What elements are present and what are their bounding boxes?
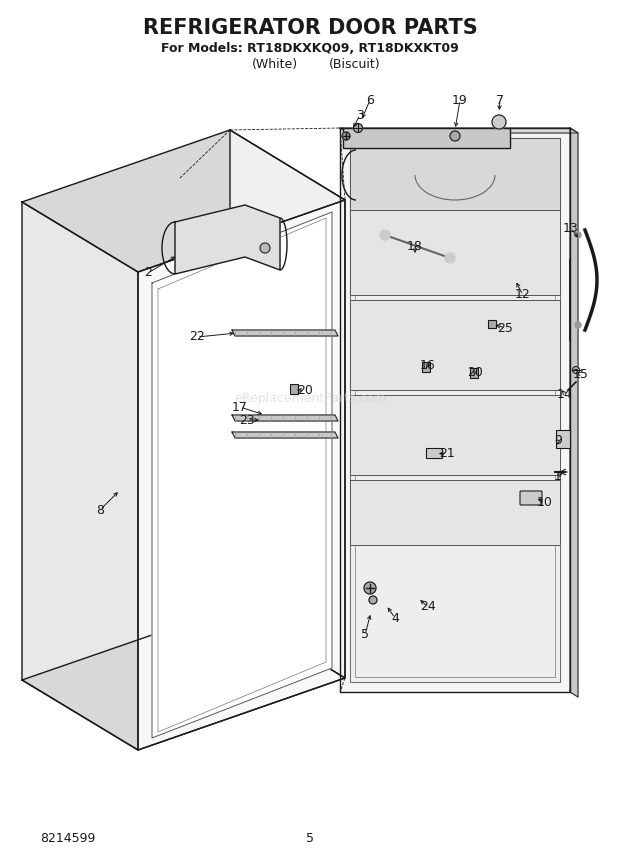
Text: 2: 2: [144, 266, 152, 280]
Polygon shape: [350, 210, 560, 295]
Polygon shape: [175, 205, 280, 274]
Text: (Biscuit): (Biscuit): [329, 57, 381, 70]
Bar: [470, 368, 478, 378]
Text: 6: 6: [366, 93, 374, 106]
Circle shape: [445, 253, 455, 263]
Text: 19: 19: [452, 93, 468, 106]
Circle shape: [575, 232, 581, 238]
Text: 12: 12: [515, 288, 531, 301]
Polygon shape: [22, 608, 345, 750]
Bar: [426, 448, 442, 458]
Text: 15: 15: [573, 367, 589, 381]
Text: 23: 23: [239, 413, 255, 426]
Circle shape: [492, 115, 506, 129]
Polygon shape: [152, 212, 332, 738]
Circle shape: [572, 366, 580, 373]
Polygon shape: [232, 330, 338, 336]
Text: 25: 25: [497, 322, 513, 335]
Bar: [488, 320, 496, 328]
Circle shape: [575, 322, 581, 328]
Polygon shape: [232, 415, 338, 421]
Text: 8: 8: [96, 503, 104, 516]
Text: 1: 1: [554, 469, 562, 483]
Circle shape: [342, 132, 350, 140]
Polygon shape: [350, 480, 560, 545]
Circle shape: [260, 243, 270, 253]
Text: 4: 4: [391, 611, 399, 625]
Text: 14: 14: [557, 388, 573, 401]
Text: 24: 24: [420, 601, 436, 614]
Text: REFRIGERATOR DOOR PARTS: REFRIGERATOR DOOR PARTS: [143, 18, 477, 38]
Polygon shape: [350, 395, 560, 475]
Text: 10: 10: [537, 496, 553, 508]
Polygon shape: [22, 202, 138, 750]
Text: 3: 3: [356, 109, 364, 122]
Circle shape: [369, 596, 377, 604]
Circle shape: [364, 582, 376, 594]
Circle shape: [380, 230, 390, 240]
Text: 5: 5: [306, 831, 314, 845]
Text: 9: 9: [554, 433, 562, 447]
Polygon shape: [232, 432, 338, 438]
Bar: [422, 362, 430, 372]
Polygon shape: [343, 128, 510, 148]
Polygon shape: [340, 128, 570, 692]
Text: 17: 17: [232, 401, 248, 413]
Polygon shape: [350, 138, 560, 210]
Circle shape: [450, 131, 460, 141]
Text: For Models: RT18DKXKQ09, RT18DKXKT09: For Models: RT18DKXKQ09, RT18DKXKT09: [161, 41, 459, 55]
FancyBboxPatch shape: [520, 491, 542, 505]
Text: 13: 13: [563, 222, 579, 235]
Text: 20: 20: [467, 366, 483, 378]
Text: eReplacementParts.com: eReplacementParts.com: [234, 391, 386, 405]
Text: 8214599: 8214599: [40, 831, 95, 845]
Bar: [556, 430, 570, 448]
Text: 20: 20: [297, 383, 313, 396]
Text: 5: 5: [361, 628, 369, 641]
Circle shape: [353, 123, 363, 133]
Polygon shape: [570, 128, 578, 697]
Polygon shape: [340, 128, 578, 133]
Text: (White): (White): [252, 57, 298, 70]
Text: 18: 18: [407, 240, 423, 253]
Text: 22: 22: [189, 330, 205, 343]
Text: 16: 16: [420, 359, 436, 372]
Polygon shape: [138, 200, 345, 750]
Text: 21: 21: [439, 447, 455, 460]
Polygon shape: [350, 138, 560, 682]
Bar: [290, 384, 298, 394]
Polygon shape: [22, 130, 345, 272]
Polygon shape: [230, 130, 345, 678]
Polygon shape: [350, 300, 560, 390]
Text: 7: 7: [496, 93, 504, 106]
